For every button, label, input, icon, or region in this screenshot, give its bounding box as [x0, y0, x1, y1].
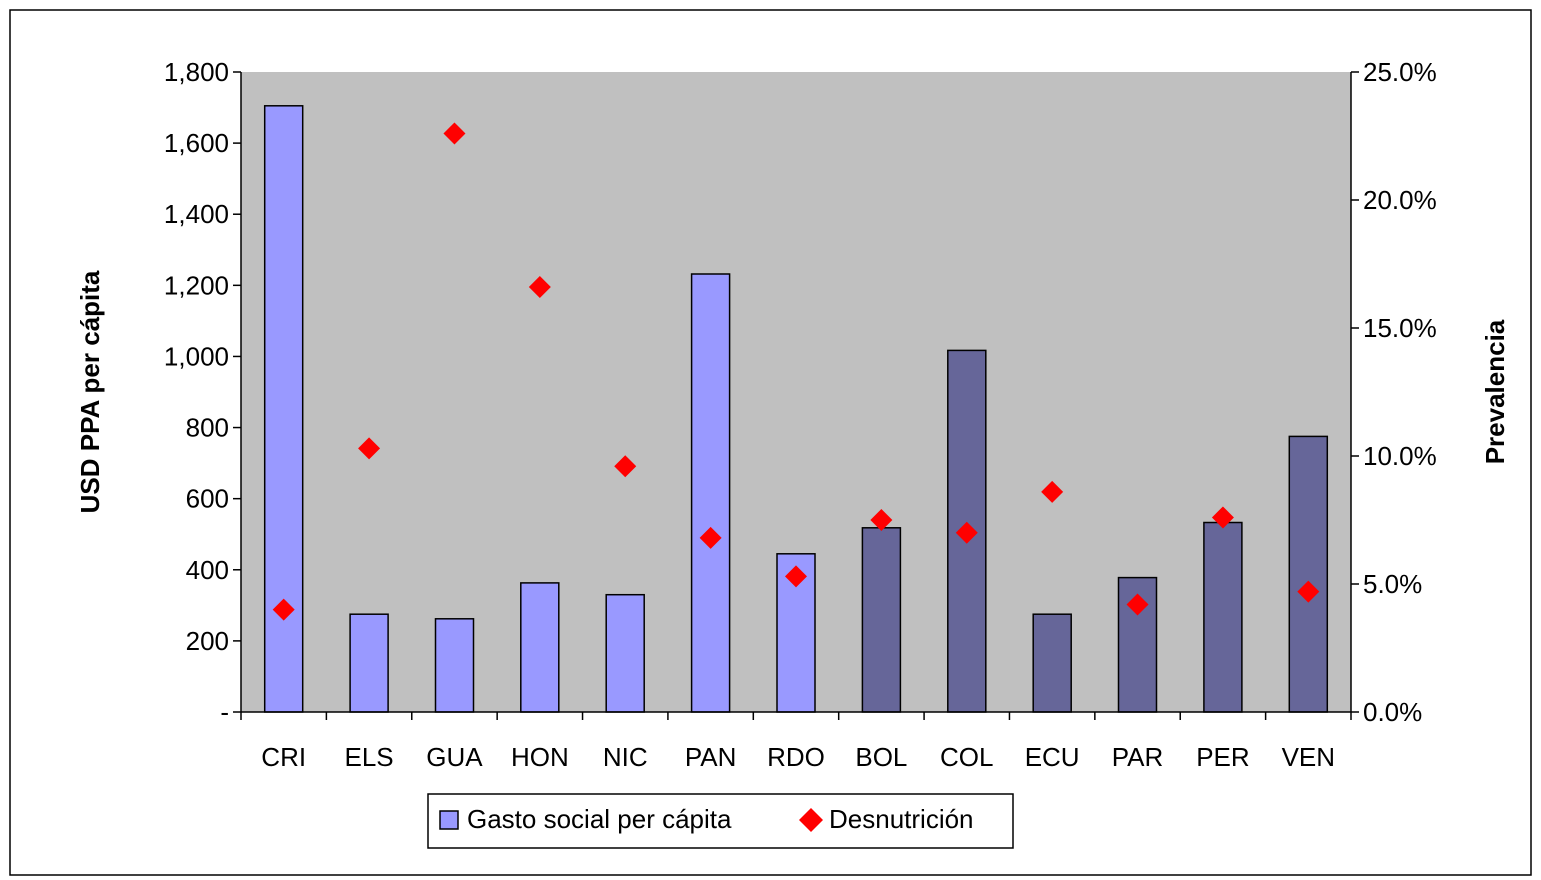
y-tick-label: 200	[186, 626, 229, 656]
bar-gua	[434, 618, 475, 713]
y-axis-title: USD PPA per cápita	[75, 270, 105, 513]
y2-tick-label: 20.0%	[1363, 185, 1437, 215]
y2-tick-label: 25.0%	[1363, 57, 1437, 87]
bars-group	[263, 105, 1329, 713]
markers-group	[272, 122, 1320, 621]
marker-par	[1126, 593, 1149, 616]
legend-box	[427, 793, 1014, 849]
x-tick-label-col: COL	[940, 742, 993, 772]
y-tick-label: 1,200	[164, 270, 229, 300]
marker-ven	[1297, 580, 1320, 603]
bar-ven	[1288, 435, 1329, 713]
x-tick-label-rdo: RDO	[767, 742, 825, 772]
y2-tick-label: 15.0%	[1363, 313, 1437, 343]
marker-gua	[443, 122, 466, 145]
y-tick-label: 1,000	[164, 341, 229, 371]
marker-pan	[699, 526, 722, 549]
x-tick-label-par: PAR	[1112, 742, 1164, 772]
bar-els	[349, 613, 389, 713]
bar-ecu	[1032, 613, 1072, 713]
bar-nic	[605, 593, 645, 713]
axes-group: - 200 400 600 800 1,000 1,200 1,400 1,600 1,800 0.…	[164, 57, 1437, 772]
bar-bol	[861, 527, 902, 713]
bar-hon	[520, 582, 560, 713]
marker-nic	[614, 455, 637, 478]
legend: Gasto social per cápita Desnutrición	[427, 793, 1014, 849]
legend-bar-swatch	[439, 810, 459, 830]
y-tick-label: 1,400	[164, 199, 229, 229]
y-tick-label: 1,600	[164, 128, 229, 158]
x-tick-label-ven: VEN	[1282, 742, 1335, 772]
legend-bar-label: Gasto social per cápita	[467, 804, 732, 834]
bar-pan	[690, 273, 731, 713]
x-tick-label-bol: BOL	[855, 742, 907, 772]
x-tick-label-nic: NIC	[603, 742, 648, 772]
marker-hon	[528, 276, 551, 299]
marker-els	[358, 437, 381, 460]
marker-bol	[870, 509, 893, 531]
marker-col	[955, 521, 978, 544]
y-tick-label: 600	[186, 484, 229, 514]
x-tick-label-hon: HON	[511, 742, 569, 772]
y-tick-label: 1,800	[164, 57, 229, 87]
x-tick-label-pan: PAN	[685, 742, 737, 772]
y-tick-label: 800	[186, 413, 229, 443]
y-tick-label: 400	[186, 555, 229, 585]
x-tick-label-els: ELS	[344, 742, 393, 772]
legend-marker-swatch	[799, 808, 823, 832]
x-tick-label-ecu: ECU	[1025, 742, 1080, 772]
marker-ecu	[1041, 480, 1064, 503]
y2-tick-label: 0.0%	[1363, 697, 1422, 727]
y2-axis-title: Prevalencia	[1480, 319, 1510, 464]
y2-tick-label: 10.0%	[1363, 441, 1437, 471]
marker-cri	[272, 598, 295, 621]
marker-rdo	[785, 565, 807, 588]
bar-cri	[263, 105, 304, 713]
y-tick-label: -	[220, 697, 229, 727]
marker-per	[1211, 506, 1234, 529]
x-tick-label-cri: CRI	[261, 742, 306, 772]
legend-marker-label: Desnutrición	[829, 804, 974, 834]
bar-per	[1203, 521, 1243, 713]
x-tick-label-per: PER	[1196, 742, 1249, 772]
y2-tick-label: 5.0%	[1363, 569, 1422, 599]
x-tick-label-gua: GUA	[426, 742, 483, 772]
